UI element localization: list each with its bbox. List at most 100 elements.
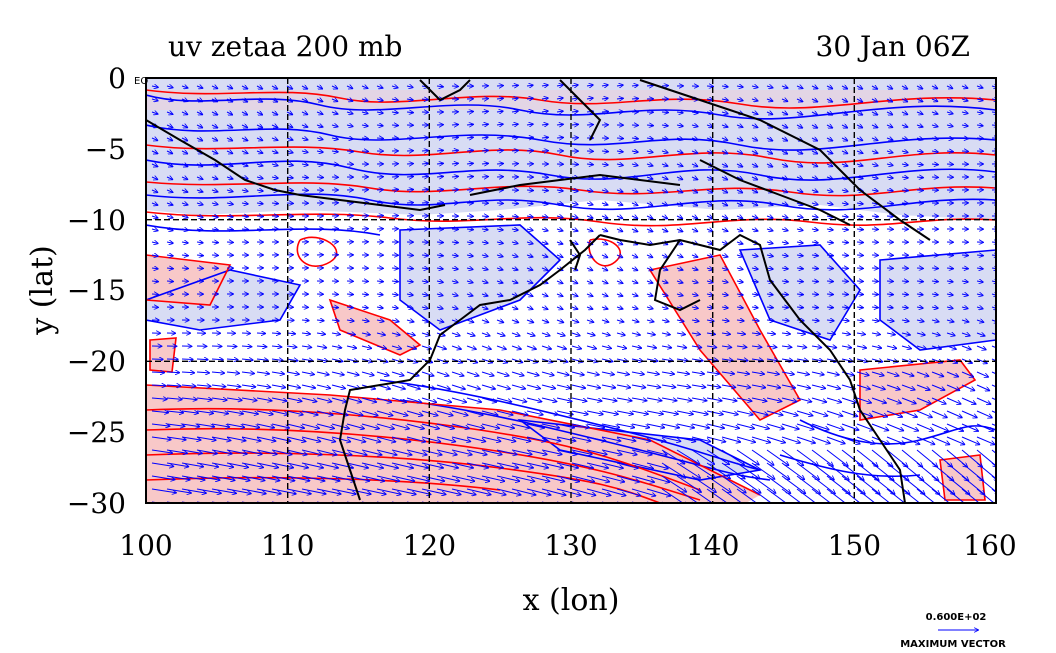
wind-vector	[316, 320, 324, 321]
wind-vector	[541, 255, 548, 257]
wind-vector	[736, 281, 743, 282]
wind-vector	[781, 307, 788, 308]
wind-vector	[811, 86, 818, 89]
wind-vector	[826, 86, 832, 89]
wind-vector	[226, 346, 237, 347]
wind-vector	[376, 333, 385, 335]
wind-vector	[526, 294, 533, 296]
wind-vector	[886, 294, 893, 295]
wind-vector	[826, 320, 834, 321]
wind-vector	[346, 86, 353, 88]
wind-vector	[916, 164, 923, 165]
wind-vector	[286, 346, 297, 347]
wind-vector	[706, 151, 713, 153]
wind-vector	[766, 138, 772, 141]
wind-vector	[646, 268, 653, 270]
wind-vector	[811, 281, 818, 282]
wind-vector	[226, 86, 232, 89]
wind-vector	[466, 294, 473, 296]
wind-vector	[916, 151, 923, 152]
wind-vector	[211, 177, 218, 179]
wind-vector	[796, 242, 803, 243]
wind-vector	[796, 151, 802, 154]
wind-vector	[166, 255, 173, 256]
wind-vector	[661, 190, 668, 192]
wind-vector	[751, 320, 759, 321]
wind-vector	[406, 333, 415, 335]
wind-vector	[496, 124, 503, 125]
wind-vector	[436, 150, 443, 151]
wind-vector	[211, 138, 217, 141]
wind-vector	[811, 125, 817, 128]
wind-vector	[931, 281, 938, 282]
wind-vector	[151, 229, 158, 231]
wind-vector	[841, 177, 848, 179]
wind-vector	[631, 333, 640, 335]
wind-vector	[241, 99, 247, 102]
wind-vector	[841, 203, 848, 204]
wind-vector	[991, 501, 994, 503]
wind-vector	[646, 333, 655, 335]
wind-vector	[316, 333, 325, 334]
wind-vector	[331, 307, 338, 308]
wind-vector	[421, 255, 428, 256]
wind-vector	[781, 242, 788, 243]
wind-vector	[826, 307, 833, 308]
wind-vector	[721, 281, 728, 282]
wind-vector	[376, 125, 383, 126]
wind-vector	[166, 164, 173, 167]
wind-vector	[256, 151, 263, 153]
wind-vector	[691, 294, 698, 296]
wind-vector	[946, 281, 953, 282]
wind-vector	[346, 99, 353, 101]
wind-vector	[886, 333, 895, 335]
wind-vector	[751, 177, 757, 180]
wind-vector	[406, 307, 413, 308]
wind-vector	[766, 242, 773, 244]
wind-vector	[706, 294, 713, 295]
wind-vector	[916, 320, 924, 322]
wind-vector	[211, 86, 218, 88]
wind-vector	[781, 138, 787, 141]
wind-vector	[376, 281, 383, 282]
wind-vector	[796, 333, 805, 334]
wind-vector	[586, 320, 594, 322]
wind-vector	[961, 333, 970, 336]
wind-vector	[901, 138, 908, 140]
wind-vector	[241, 86, 247, 89]
wind-vector	[706, 242, 713, 244]
wind-vector	[886, 112, 892, 115]
x-tick-label: 140	[686, 529, 739, 562]
wind-vector	[796, 255, 803, 256]
wind-vector	[946, 294, 953, 295]
wind-vector	[961, 255, 968, 256]
wind-vector	[661, 268, 668, 270]
wind-vector	[301, 151, 308, 152]
wind-vector	[511, 268, 518, 270]
wind-vector	[166, 229, 173, 231]
wind-vector	[811, 255, 818, 256]
wind-vector	[481, 124, 488, 125]
wind-vector	[301, 177, 308, 178]
wind-vector	[751, 229, 758, 231]
wind-vector	[181, 229, 188, 230]
wind-vector	[211, 125, 217, 128]
wind-vector	[181, 203, 188, 205]
wind-vector	[526, 281, 533, 283]
wind-vector	[196, 216, 203, 217]
wind-vector	[661, 255, 668, 257]
wind-vector	[361, 86, 368, 88]
wind-vector	[871, 501, 875, 503]
wind-vector	[301, 99, 307, 102]
wind-vector	[481, 216, 488, 217]
wind-vector	[691, 281, 698, 283]
wind-vector	[496, 111, 503, 112]
wind-vector	[961, 86, 968, 88]
wind-vector	[556, 229, 563, 231]
wind-vector	[976, 333, 985, 336]
wind-vector	[391, 125, 398, 126]
wind-vector	[226, 229, 233, 230]
wind-vector	[571, 242, 578, 244]
wind-vector	[496, 229, 503, 230]
wind-vector	[451, 346, 461, 349]
